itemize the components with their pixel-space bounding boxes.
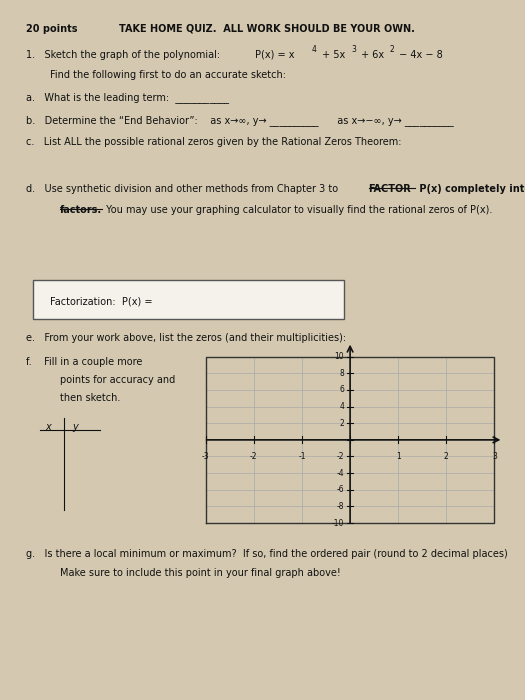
Text: 10: 10	[334, 352, 344, 361]
Text: -2: -2	[337, 452, 344, 461]
Text: 3: 3	[492, 452, 497, 461]
Text: FACTOR: FACTOR	[369, 183, 412, 193]
Text: 8: 8	[340, 369, 344, 378]
Text: − 4x − 8: − 4x − 8	[396, 50, 443, 60]
Text: a.   What is the leading term:  ___________: a. What is the leading term: ___________	[26, 92, 228, 104]
Text: P(x) completely into 4 linear: P(x) completely into 4 linear	[416, 183, 525, 193]
Text: d.   Use synthetic division and other methods from Chapter 3 to: d. Use synthetic division and other meth…	[26, 183, 341, 193]
FancyBboxPatch shape	[33, 280, 344, 319]
Text: 4: 4	[312, 45, 317, 54]
Text: 20 points: 20 points	[26, 24, 77, 34]
Text: 2: 2	[444, 452, 449, 461]
Text: b.   Determine the “End Behavior”:    as x→∞, y→ __________      as x→−∞, y→ ___: b. Determine the “End Behavior”: as x→∞,…	[26, 115, 453, 126]
Text: -3: -3	[202, 452, 209, 461]
Text: 3: 3	[351, 45, 356, 54]
Text: Make sure to include this point in your final graph above!: Make sure to include this point in your …	[60, 568, 341, 578]
Text: P(x) = x: P(x) = x	[255, 50, 295, 60]
Text: -6: -6	[337, 485, 344, 494]
Text: e.   From your work above, list the zeros (and their multiplicities):: e. From your work above, list the zeros …	[26, 333, 346, 343]
Text: x: x	[45, 422, 51, 432]
Text: 2: 2	[340, 419, 344, 428]
Text: -1: -1	[298, 452, 306, 461]
Text: TAKE HOME QUIZ.  ALL WORK SHOULD BE YOUR OWN.: TAKE HOME QUIZ. ALL WORK SHOULD BE YOUR …	[119, 24, 415, 34]
Text: 1: 1	[396, 452, 401, 461]
Text: f.    Fill in a couple more: f. Fill in a couple more	[26, 357, 142, 367]
Text: 4: 4	[339, 402, 344, 411]
Text: -4: -4	[337, 468, 344, 477]
Text: + 5x: + 5x	[319, 50, 345, 60]
Text: points for accuracy and: points for accuracy and	[60, 375, 175, 385]
Text: -2: -2	[250, 452, 258, 461]
Text: g.   Is there a local minimum or maximum?  If so, find the ordered pair (round t: g. Is there a local minimum or maximum? …	[26, 549, 507, 559]
Text: -8: -8	[337, 502, 344, 511]
Text: + 6x: + 6x	[358, 50, 384, 60]
Text: 6: 6	[339, 386, 344, 395]
Text: then sketch.: then sketch.	[60, 393, 121, 403]
Text: c.   List ALL the possible rational zeros given by the Rational Zeros Theorem:: c. List ALL the possible rational zeros …	[26, 137, 401, 148]
Text: 1.   Sketch the graph of the polynomial:: 1. Sketch the graph of the polynomial:	[26, 50, 226, 60]
Text: You may use your graphing calculator to visually find the rational zeros of P(x): You may use your graphing calculator to …	[102, 205, 492, 216]
Text: Factorization:  P(x) =: Factorization: P(x) =	[50, 296, 153, 306]
Text: Find the following first to do an accurate sketch:: Find the following first to do an accura…	[50, 70, 286, 80]
Text: -10: -10	[332, 519, 344, 528]
Text: factors.: factors.	[60, 205, 102, 216]
Text: 2: 2	[390, 45, 394, 54]
Text: y: y	[72, 422, 78, 432]
